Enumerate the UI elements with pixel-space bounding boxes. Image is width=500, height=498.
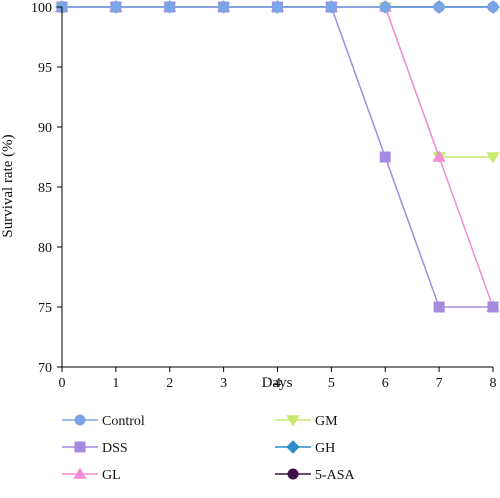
x-tick-label: 8 — [490, 376, 497, 391]
legend-label: GM — [315, 414, 338, 429]
x-tick-label: 7 — [436, 376, 443, 391]
legend-marker — [73, 467, 87, 479]
y-axis-title: Survival rate (%) — [0, 134, 16, 237]
x-tick-label: 4 — [274, 376, 281, 391]
x-tick-label: 5 — [328, 376, 335, 391]
x-tick-label: 0 — [59, 376, 66, 391]
legend-label: GL — [102, 468, 121, 483]
legend-marker — [286, 415, 300, 427]
legend-label: GH — [315, 441, 335, 456]
data-point-control — [487, 1, 499, 13]
data-point-dss — [487, 301, 499, 313]
data-point-control — [110, 1, 122, 13]
legend-item-control: Control — [62, 414, 145, 429]
y-tick-label: 100 — [31, 1, 52, 16]
data-point-gl — [432, 150, 446, 162]
x-tick-label: 1 — [112, 376, 119, 391]
data-point-control — [325, 1, 337, 13]
y-tick-label: 95 — [38, 61, 52, 76]
data-point-control — [218, 1, 230, 13]
legend: Control DSS GL GM GH 5-ASA — [62, 414, 356, 483]
x-tick-label: 2 — [166, 376, 173, 391]
data-point-gm — [486, 152, 500, 164]
series-gl — [55, 0, 500, 312]
legend-label: Control — [102, 414, 145, 429]
legend-marker — [74, 414, 86, 426]
series-dss — [56, 1, 499, 313]
legend-marker — [74, 441, 86, 453]
series-control — [56, 1, 499, 13]
series-line-gm — [62, 6, 493, 158]
legend-item-5-asa: 5-ASA — [275, 468, 356, 483]
data-point-control — [433, 1, 445, 13]
y-tick-label: 85 — [38, 181, 52, 196]
legend-marker — [286, 440, 300, 454]
legend-marker — [287, 468, 299, 480]
legend-item-gm: GM — [275, 414, 338, 429]
axes-layer: 0 1 2 3 4 5 6 7 8 70 75 80 85 90 95 100 — [31, 1, 497, 391]
data-point-control — [379, 1, 391, 13]
series-line-gl — [62, 6, 494, 308]
y-tick-label: 90 — [38, 121, 52, 136]
series-layer — [55, 0, 500, 313]
x-tick-label: 3 — [220, 376, 227, 391]
y-tick-label: 80 — [38, 241, 52, 256]
x-tick-label: 6 — [382, 376, 389, 391]
data-point-dss — [379, 151, 391, 163]
legend-item-gl: GL — [62, 467, 121, 483]
legend-item-dss: DSS — [62, 441, 128, 456]
data-point-control — [272, 1, 283, 13]
x-axis-title: Days — [262, 375, 293, 391]
data-point-control — [164, 1, 176, 13]
legend-item-gh: GH — [275, 440, 335, 456]
legend-label: 5-ASA — [315, 468, 356, 483]
y-tick-label: 70 — [38, 361, 52, 376]
legend-label: DSS — [102, 441, 128, 456]
series-line-dss — [62, 6, 493, 308]
data-point-dss — [433, 301, 445, 313]
y-tick-label: 75 — [38, 301, 52, 316]
